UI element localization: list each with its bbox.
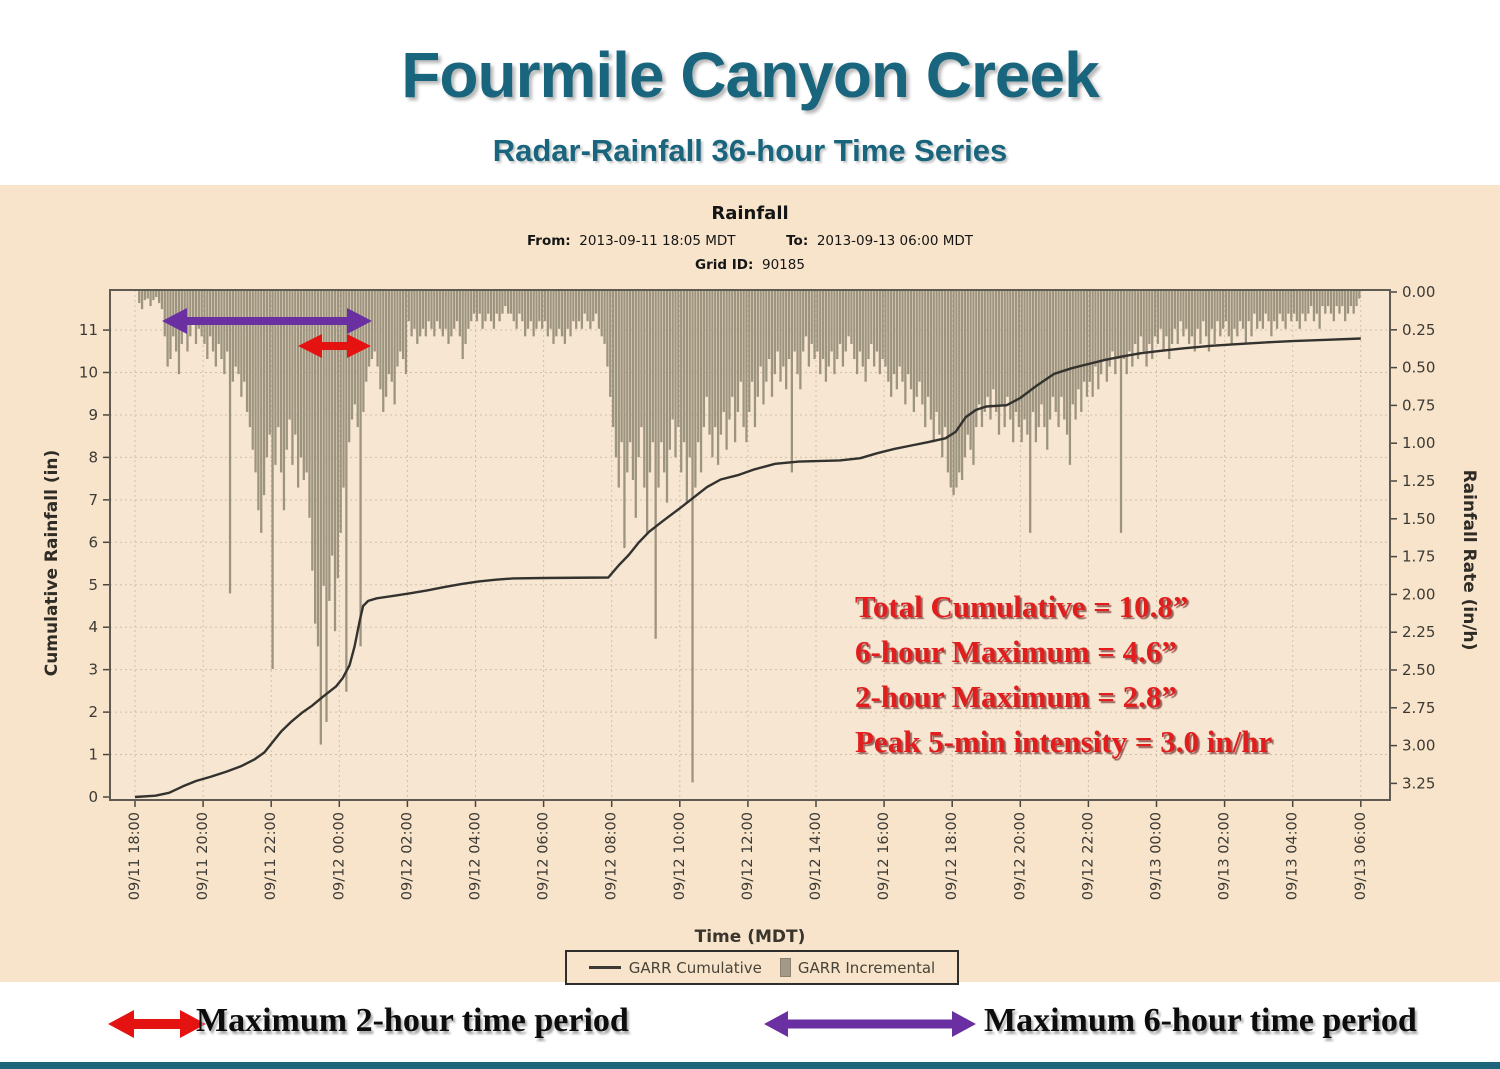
svg-text:3: 3 — [88, 661, 98, 679]
svg-text:2.00: 2.00 — [1402, 585, 1435, 603]
svg-text:3.25: 3.25 — [1402, 774, 1435, 792]
svg-text:4: 4 — [88, 618, 98, 636]
svg-text:1.75: 1.75 — [1402, 548, 1435, 566]
svg-text:8: 8 — [88, 448, 98, 466]
svg-text:0.75: 0.75 — [1402, 396, 1435, 414]
svg-text:0.00: 0.00 — [1402, 283, 1435, 301]
svg-text:2.50: 2.50 — [1402, 661, 1435, 679]
svg-text:2: 2 — [88, 703, 98, 721]
plot-frame — [109, 289, 1391, 801]
cumulative-line-swatch — [588, 966, 621, 969]
red-double-arrow-icon — [108, 1010, 206, 1038]
svg-text:09/12 18:00: 09/12 18:00 — [944, 812, 960, 900]
svg-text:09/12 04:00: 09/12 04:00 — [468, 812, 484, 900]
svg-text:11: 11 — [79, 321, 98, 339]
from-value: 2013-09-11 18:05 MDT — [579, 233, 736, 249]
svg-text:09/12 08:00: 09/12 08:00 — [604, 812, 620, 900]
svg-text:0.50: 0.50 — [1402, 359, 1435, 377]
svg-text:09/12 16:00: 09/12 16:00 — [876, 812, 892, 900]
stat-peak-intensity: Peak 5-min intensity = 3.0 in/hr — [855, 724, 1273, 759]
stat-6hr-max: 6-hour Maximum = 4.6” — [855, 634, 1177, 669]
max-2-hour-arrow — [298, 334, 371, 358]
to-label: To: — [786, 233, 809, 249]
svg-text:7: 7 — [88, 491, 98, 509]
to-value: 2013-09-13 06:00 MDT — [816, 233, 974, 249]
svg-text:0: 0 — [88, 788, 98, 806]
svg-text:2.25: 2.25 — [1402, 623, 1435, 641]
svg-text:09/12 20:00: 09/12 20:00 — [1012, 812, 1028, 900]
svg-text:1.00: 1.00 — [1402, 434, 1435, 452]
svg-text:2.75: 2.75 — [1402, 699, 1435, 717]
svg-text:09/11 20:00: 09/11 20:00 — [195, 812, 211, 900]
svg-text:09/13 06:00: 09/13 06:00 — [1353, 812, 1369, 900]
svg-text:9: 9 — [88, 406, 98, 424]
grid-id-value: 90185 — [762, 257, 805, 273]
bottom-accent-bar — [0, 1062, 1500, 1069]
svg-text:5: 5 — [88, 576, 98, 594]
svg-text:6: 6 — [88, 533, 98, 551]
svg-text:09/12 10:00: 09/12 10:00 — [672, 812, 688, 900]
footer-2hr-label: Maximum 2-hour time period — [196, 1002, 629, 1039]
chart-grid-id: Grid ID: 90185 — [0, 257, 1500, 273]
svg-text:09/13 04:00: 09/13 04:00 — [1285, 812, 1301, 900]
grid-id-label: Grid ID: — [695, 257, 754, 273]
rainfall-plot: 0 1 2 3 4 5 6 7 8 9 10 11 0.00 0.25 0.50 0.75 1.00 1.25 1.… — [42, 283, 1479, 900]
incremental-bar-swatch — [779, 958, 791, 977]
svg-text:1.25: 1.25 — [1402, 472, 1435, 490]
max-6-hour-arrow — [162, 308, 372, 334]
svg-text:10: 10 — [79, 364, 98, 382]
svg-text:1: 1 — [88, 746, 98, 764]
chart-legend: GARR Cumulative GARR Incremental — [565, 950, 959, 985]
legend-incremental-label: GARR Incremental — [797, 958, 936, 977]
stat-total-cumulative: Total Cumulative = 10.8” — [855, 589, 1189, 624]
x-axis-title: Time (MDT) — [694, 927, 806, 947]
svg-text:09/12 02:00: 09/12 02:00 — [399, 812, 415, 900]
legend-cumulative-label: GARR Cumulative — [628, 958, 762, 977]
footer-6hr-label: Maximum 6-hour time period — [984, 1002, 1417, 1039]
chart-title: Rainfall — [711, 203, 789, 224]
chart-date-range: From: 2013-09-11 18:05 MDT To: 2013-09-1… — [0, 233, 1500, 249]
svg-text:09/13 00:00: 09/13 00:00 — [1149, 812, 1165, 900]
svg-text:3.00: 3.00 — [1402, 737, 1435, 755]
svg-text:09/12 00:00: 09/12 00:00 — [331, 812, 347, 900]
stats-annotation: Total Cumulative = 10.8” 6-hour Maximum … — [855, 584, 1272, 764]
from-label: From: — [526, 233, 571, 249]
purple-double-arrow-icon — [764, 1011, 976, 1037]
svg-text:0.25: 0.25 — [1402, 321, 1435, 339]
svg-text:1.50: 1.50 — [1402, 510, 1435, 528]
svg-text:09/11 22:00: 09/11 22:00 — [263, 812, 279, 900]
page-subtitle: Radar-Rainfall 36-hour Time Series — [492, 133, 1008, 168]
svg-text:09/13 02:00: 09/13 02:00 — [1217, 812, 1233, 900]
svg-text:09/12 06:00: 09/12 06:00 — [536, 812, 552, 900]
svg-text:09/12 14:00: 09/12 14:00 — [808, 812, 824, 900]
svg-text:09/12 22:00: 09/12 22:00 — [1080, 812, 1096, 900]
right-axis-title: Rainfall Rate (in/h) — [1459, 470, 1479, 651]
svg-text:09/12 12:00: 09/12 12:00 — [740, 812, 756, 900]
svg-text:09/11 18:00: 09/11 18:00 — [127, 812, 143, 900]
stat-2hr-max: 2-hour Maximum = 2.8” — [855, 679, 1177, 714]
page-title: Fourmile Canyon Creek — [401, 39, 1099, 111]
left-axis-title: Cumulative Rainfall (in) — [42, 450, 62, 677]
